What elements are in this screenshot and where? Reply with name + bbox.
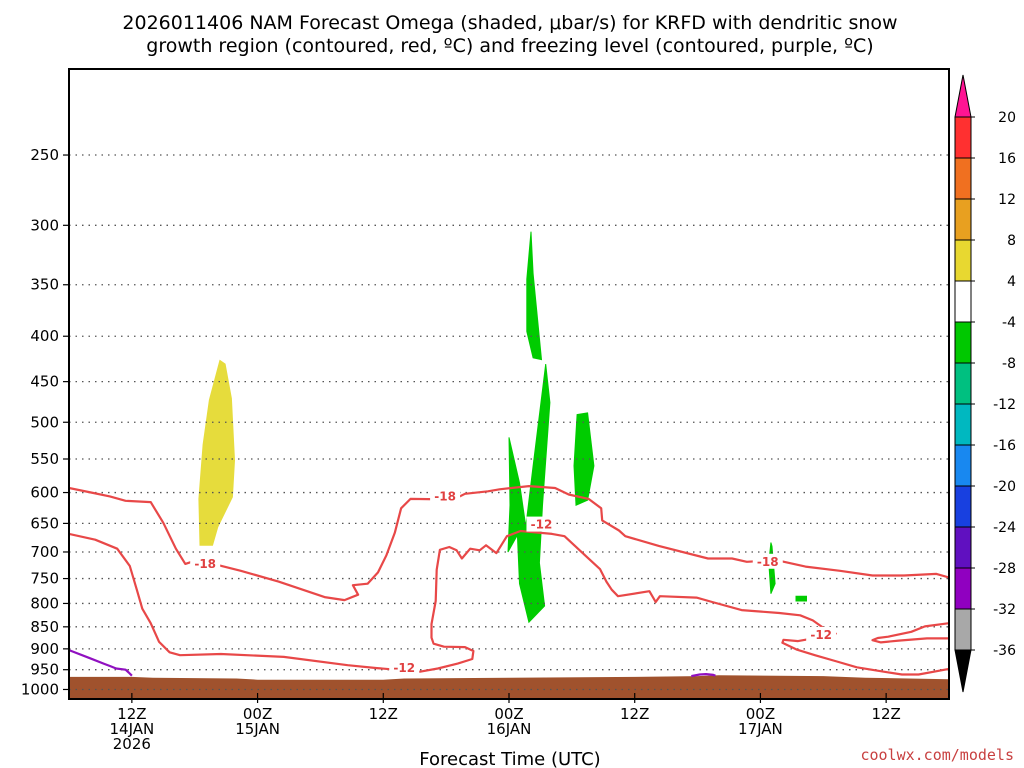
colorbar-box-0 [954, 116, 972, 159]
y-tick-label-1000: 1000 [21, 680, 59, 698]
colorbar-box-1 [954, 157, 972, 200]
colorbar-box-2 [954, 198, 972, 241]
x-tick-label-0-1: 12Z [117, 705, 146, 723]
x-tick-label-0-3: 2026 [113, 735, 151, 753]
y-tick-label-850: 850 [30, 618, 59, 636]
x-tick-label-0-2: 14JAN [109, 720, 154, 738]
y-axis-ticks: 250 300 350 400 450 500 550 600 650 700 750 800 850 9… [21, 146, 69, 698]
y-tick-label-250: 250 [30, 146, 59, 164]
colorbar-label-13: -36 [993, 643, 1016, 659]
colorbar-label-4: 4 [1007, 274, 1016, 290]
y-tick-label-800: 800 [30, 594, 59, 612]
x-tick-label-4-1: 12Z [620, 705, 649, 723]
colorbar-top-arrow [954, 74, 972, 118]
y-tick-label-600: 600 [30, 484, 59, 502]
y-tick-label-650: 650 [30, 514, 59, 532]
x-tick-label-1-2: 15JAN [235, 720, 280, 738]
contour-label-2: -12 [531, 518, 553, 532]
colorbar-label-0: 20 [998, 110, 1016, 126]
colorbar-box-6 [954, 362, 972, 405]
colorbar-label-3: 8 [1007, 233, 1016, 249]
colorbar-label-11: -28 [993, 561, 1016, 577]
credit-text: coolwx.com/models [860, 746, 1014, 764]
contour-label-bg-1 [430, 488, 461, 504]
contour-label-4: -12 [393, 661, 415, 675]
omega-shade-5 [795, 595, 807, 602]
colorbar-label-2: 12 [998, 192, 1016, 208]
y-tick-label-550: 550 [30, 450, 59, 468]
chart-title-line2: growth region (contoured, red, ºC) and f… [146, 35, 873, 57]
colorbar: 20 16 12 8 4 -4 -8 -12 -16 -20 -24 -28 -32 -36 [954, 74, 1016, 693]
y-tick-label-900: 900 [30, 640, 59, 658]
omega-shade-0 [198, 359, 236, 546]
colorbar-box-10 [954, 526, 972, 569]
colorbar-label-12: -32 [993, 602, 1016, 618]
contour-label-bg-5 [806, 626, 837, 642]
contour-label-3: -18 [757, 555, 779, 569]
x-tick-label-5-2: 17JAN [738, 720, 783, 738]
y-tick-label-450: 450 [30, 373, 59, 391]
colorbar-box-11 [954, 567, 972, 610]
y-tick-label-350: 350 [30, 276, 59, 294]
contour-label-1: -18 [434, 489, 456, 503]
colorbar-box-5 [954, 321, 972, 364]
x-tick-label-6-1: 12Z [871, 705, 900, 723]
y-tick-label-750: 750 [30, 570, 59, 588]
pressure-gridlines [69, 154, 949, 691]
x-tick-label-3-1: 00Z [494, 705, 523, 723]
colorbar-label-6: -8 [1002, 356, 1016, 372]
contour-4 [691, 672, 716, 678]
x-axis-label: Forecast Time (UTC) [419, 749, 600, 768]
colorbar-box-7 [954, 403, 972, 446]
contour-labels: -18 -18 -12 -18 -12 -12 [190, 488, 837, 676]
x-tick-label-2-1: 12Z [369, 705, 398, 723]
colorbar-label-10: -24 [993, 520, 1016, 536]
contour-label-bg-0 [190, 555, 221, 571]
colorbar-bottom-arrow [954, 649, 972, 693]
y-tick-label-700: 700 [30, 543, 59, 561]
terrain-surface [69, 675, 949, 699]
colorbar-label-8: -16 [993, 438, 1016, 454]
y-tick-label-950: 950 [30, 661, 59, 679]
colorbar-label-9: -20 [993, 479, 1016, 495]
contour-label-bg-3 [752, 553, 783, 569]
plot-area: -18 -18 -12 -18 -12 -12 [68, 68, 950, 700]
contour-label-bg-2 [526, 516, 557, 532]
y-tick-label-400: 400 [30, 327, 59, 345]
contour-2 [871, 622, 949, 644]
colorbar-box-8 [954, 444, 972, 487]
colorbar-box-4 [954, 280, 972, 323]
plot-frame [68, 68, 950, 700]
x-tick-label-1-1: 00Z [243, 705, 272, 723]
omega-shade-1 [526, 231, 543, 361]
omega-shade-2 [507, 364, 551, 624]
x-tick-label-5-1: 00Z [746, 705, 775, 723]
contour-label-0: -18 [194, 557, 216, 571]
contour-label-bg-4 [389, 660, 420, 676]
colorbar-label-5: -4 [1002, 315, 1016, 331]
colorbar-box-9 [954, 485, 972, 528]
contour-3 [69, 649, 133, 677]
colorbar-label-7: -12 [993, 397, 1016, 413]
x-tick-label-3-2: 16JAN [487, 720, 532, 738]
y-tick-label-500: 500 [30, 413, 59, 431]
colorbar-box-12 [954, 608, 972, 651]
colorbar-label-1: 16 [998, 151, 1016, 167]
colorbar-box-3 [954, 239, 972, 282]
y-tick-label-300: 300 [30, 216, 59, 234]
chart-title-line1: 2026011406 NAM Forecast Omega (shaded, μ… [122, 12, 897, 34]
contour-label-5: -12 [810, 628, 832, 642]
